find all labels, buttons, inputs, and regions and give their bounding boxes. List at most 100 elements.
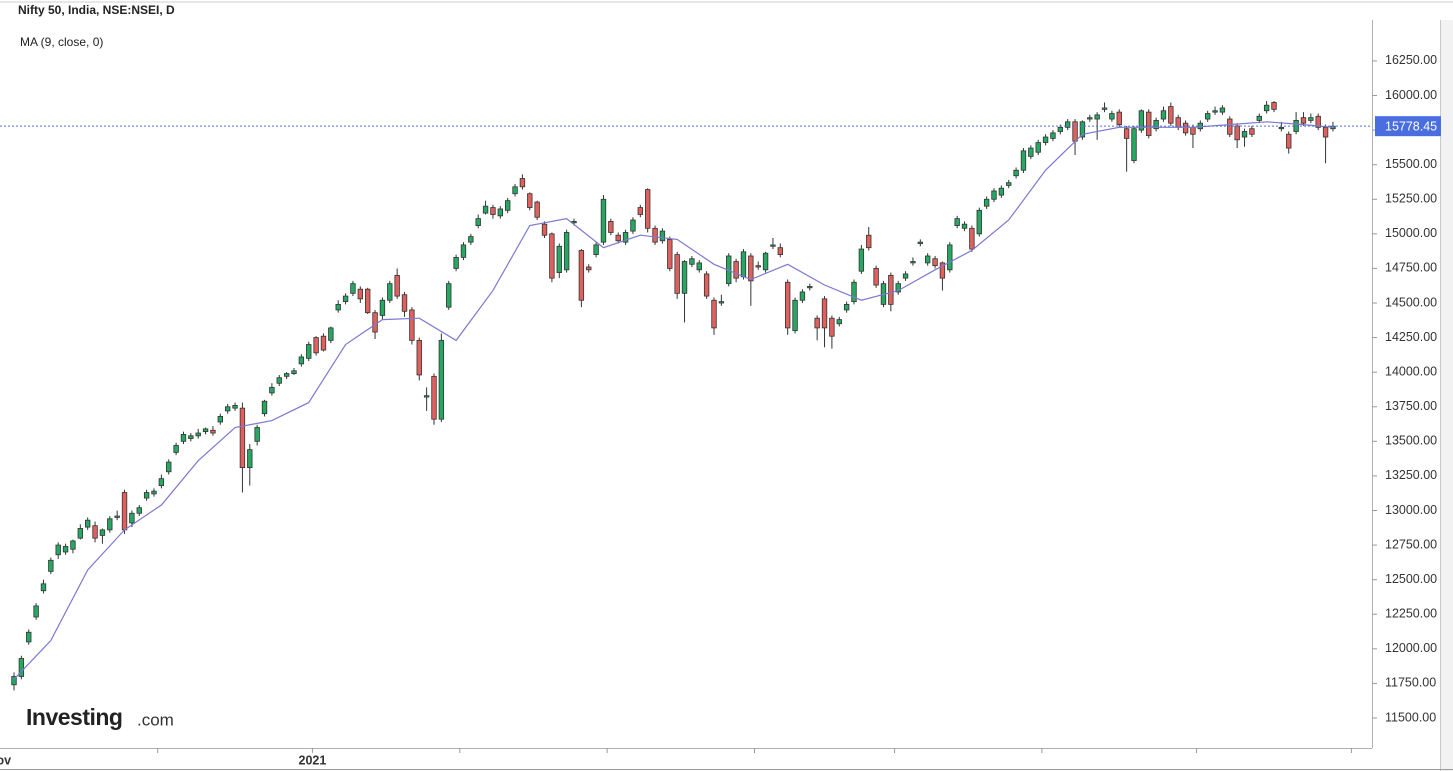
candle-body — [799, 291, 806, 301]
y-tick-label: 14000.00 — [1385, 364, 1437, 378]
candle-body — [1190, 126, 1196, 135]
candle-body — [468, 236, 474, 243]
candle-body — [482, 205, 489, 214]
candle-body — [247, 449, 253, 469]
candle-body — [158, 478, 165, 486]
candle-body — [136, 507, 142, 514]
candle-body — [313, 337, 319, 354]
candle-body — [895, 283, 901, 293]
candle-body — [932, 258, 938, 267]
y-tick-label: 14250.00 — [1385, 330, 1437, 344]
candle-body — [645, 189, 651, 229]
candle-body — [954, 218, 960, 226]
candle-body — [173, 445, 179, 453]
candle-body — [917, 241, 923, 244]
candle-body — [416, 339, 422, 376]
candle-body — [188, 435, 194, 439]
candle-body — [777, 247, 783, 255]
candle-body — [401, 294, 408, 312]
candle-body — [379, 299, 386, 316]
candle-body — [541, 223, 548, 236]
candle-body — [1168, 106, 1174, 124]
candle-body — [99, 529, 106, 536]
candle-body — [1131, 128, 1137, 161]
candle-body — [637, 207, 643, 215]
candle-body — [762, 252, 769, 271]
last-price-box — [1375, 116, 1441, 137]
y-tick-label: 12500.00 — [1385, 572, 1437, 586]
chart-title: Nifty 50, India, NSE:NSEI, D — [18, 3, 175, 17]
candle-body — [497, 208, 504, 217]
candle-body — [357, 288, 364, 300]
candle-body — [615, 234, 621, 242]
candle-body — [689, 258, 695, 265]
candle-body — [291, 370, 297, 374]
candle-body — [939, 262, 946, 279]
candle-body — [394, 274, 400, 297]
candle-body — [910, 261, 916, 264]
y-tick-label: 12250.00 — [1385, 607, 1437, 621]
candle-body — [320, 335, 327, 351]
x-tick-label: 2021 — [299, 753, 327, 767]
plot-area — [0, 101, 1372, 691]
candle-body — [814, 317, 820, 329]
candle-body — [1042, 136, 1049, 143]
y-tick-label: 12750.00 — [1385, 537, 1437, 551]
candle-body — [283, 373, 290, 377]
candle-body — [342, 295, 349, 303]
candle-body — [18, 658, 25, 677]
candle-body — [674, 254, 680, 294]
candle-body — [1146, 111, 1152, 137]
candle-body — [925, 255, 931, 264]
candle-body — [976, 209, 982, 235]
candle-body — [1322, 126, 1329, 138]
candle-body — [1050, 132, 1056, 139]
candle-body — [364, 288, 371, 314]
candle-body — [121, 492, 128, 531]
candle-body — [534, 201, 540, 218]
candle-body — [807, 286, 813, 289]
candle-body — [1263, 104, 1270, 112]
candle-body — [239, 407, 246, 469]
candle-body — [33, 605, 39, 618]
candle-body — [409, 309, 415, 341]
candle-body — [1035, 142, 1041, 153]
candle-body — [276, 377, 282, 384]
last-price-label: 15778.45 — [1385, 119, 1437, 133]
candle-body — [387, 283, 393, 301]
candle-body — [217, 416, 224, 423]
y-tick-label: 16000.00 — [1385, 88, 1437, 102]
y-tick-label: 15000.00 — [1385, 226, 1437, 240]
candle-body — [851, 281, 857, 303]
candle-body — [1020, 150, 1027, 171]
candle-body — [622, 232, 629, 243]
candle-body — [1205, 113, 1211, 120]
candle-body — [983, 198, 990, 207]
candle-body — [703, 273, 710, 297]
candle-body — [107, 518, 113, 531]
candle-body — [991, 190, 997, 200]
candle-body — [335, 303, 341, 311]
logo-name: Investing — [26, 704, 122, 730]
y-tick-label: 15250.00 — [1385, 192, 1437, 206]
candle-body — [1013, 169, 1019, 177]
candle-body — [1138, 110, 1145, 131]
candle-body — [711, 299, 717, 329]
candle-body — [298, 356, 305, 365]
candle-body — [1160, 110, 1167, 120]
candle-body — [438, 339, 445, 420]
candle-body — [1109, 113, 1115, 120]
x-tick-label: Nov — [0, 753, 11, 767]
candle-body — [1153, 120, 1159, 130]
candle-body — [873, 268, 879, 286]
y-tick-label: 13750.00 — [1385, 399, 1437, 413]
y-tick-label: 13500.00 — [1385, 434, 1437, 448]
candle-body — [1116, 111, 1122, 125]
candle-body — [1087, 117, 1093, 120]
candle-body — [998, 187, 1005, 196]
y-tick-label: 11500.00 — [1385, 710, 1436, 724]
candle-body — [460, 244, 467, 258]
candle-body — [11, 676, 17, 686]
candle-body — [733, 261, 739, 279]
